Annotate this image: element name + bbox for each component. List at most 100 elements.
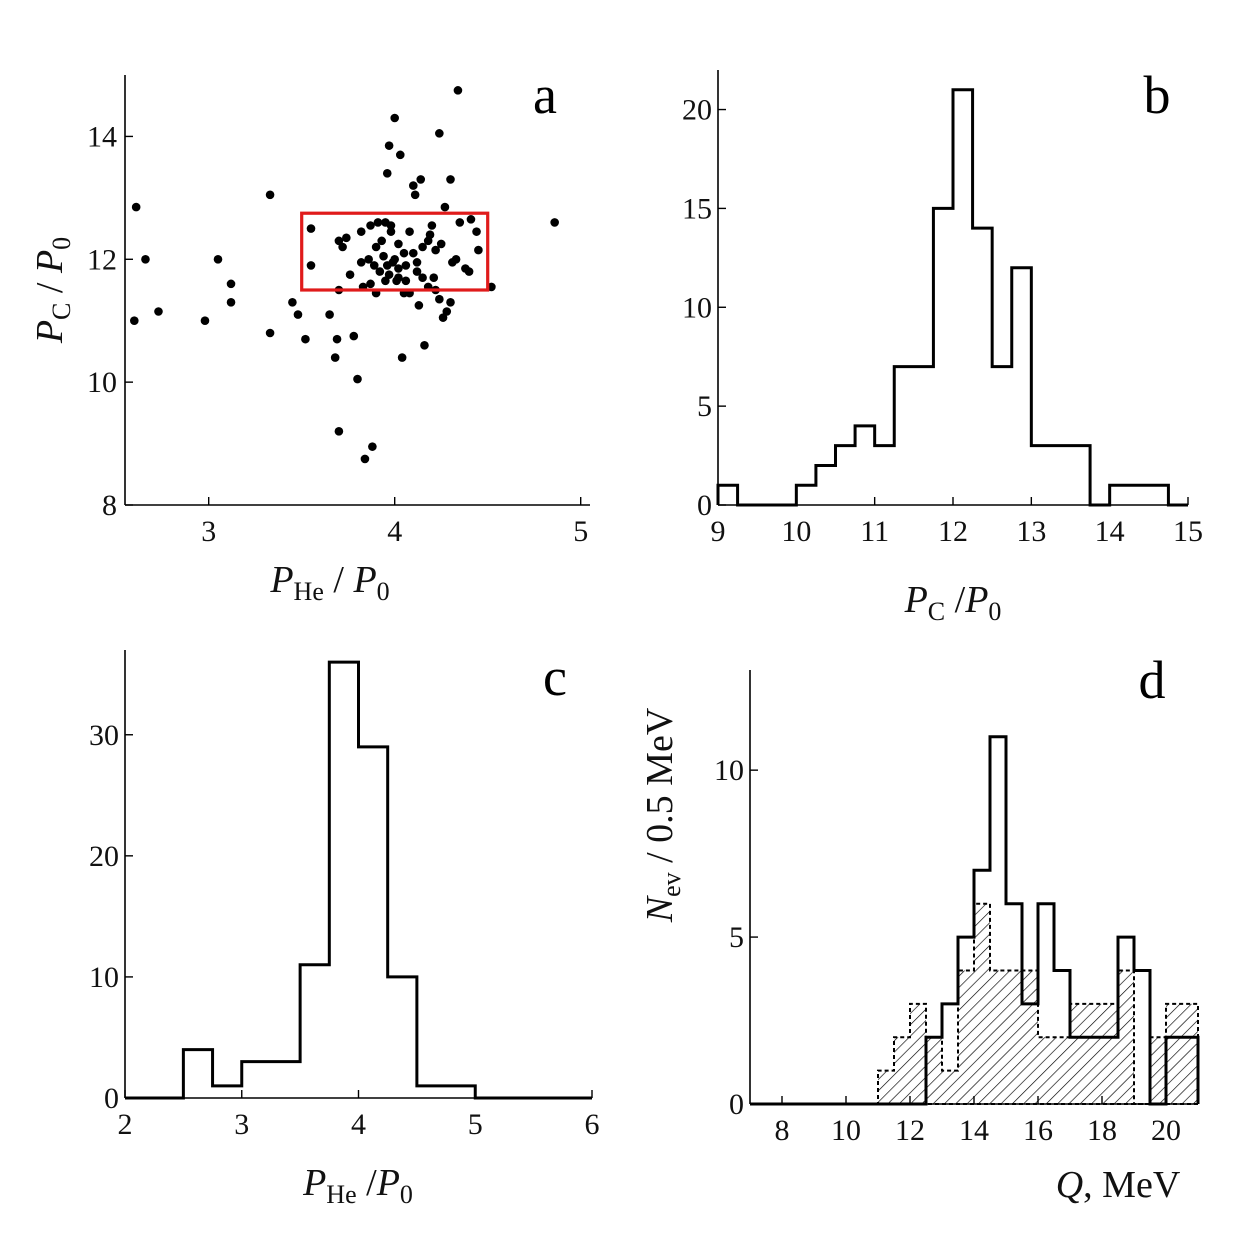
histogram-bin-c-7 — [329, 662, 358, 1098]
histogram-bin-b-20 — [1110, 485, 1130, 505]
histogram-outline-b — [716, 88, 1188, 507]
x-tick-label-b-2: 11 — [860, 515, 889, 548]
histogram-bin-d-12 — [942, 1004, 958, 1104]
histogram-bin-d-21 — [1086, 1037, 1102, 1104]
histogram-bin-d-11 — [926, 1037, 942, 1104]
data-point-a-2 — [141, 254, 150, 264]
data-point-a-33 — [371, 242, 381, 252]
data-point-a-69 — [429, 273, 439, 283]
data-point-a-7 — [226, 297, 236, 307]
y-tick-label-b-4: 20 — [682, 94, 712, 127]
data-point-a-20 — [334, 426, 344, 436]
histogram-bin-b-6 — [836, 446, 856, 505]
data-point-a-70 — [431, 245, 440, 255]
y-tick-label-a-0: 8 — [102, 489, 117, 522]
histogram-bin-b-18 — [1071, 446, 1091, 505]
data-point-a-52 — [397, 353, 407, 362]
y-tick-label-c-0: 0 — [104, 1082, 119, 1115]
data-point-a-55 — [401, 276, 411, 286]
data-point-a-29 — [366, 279, 375, 289]
y-tick-label-d-1: 5 — [729, 921, 744, 954]
x-axis-label-b: PC /P0 — [904, 579, 1002, 626]
data-point-a-17 — [332, 334, 342, 344]
x-tick-label-c-0: 2 — [118, 1108, 133, 1141]
data-point-a-3 — [154, 307, 163, 316]
x-tick-label-c-2: 4 — [351, 1108, 366, 1141]
data-point-a-59 — [410, 190, 420, 200]
x-tick-label-a-1: 4 — [387, 515, 402, 548]
x-tick-label-a-2: 5 — [573, 515, 588, 548]
data-point-a-92 — [342, 233, 351, 243]
data-point-a-65 — [420, 340, 429, 350]
data-point-a-36 — [377, 236, 386, 246]
y-axis-label-d: Nev / 0.5 MeV — [639, 707, 686, 923]
data-point-a-4 — [200, 316, 210, 326]
data-point-a-73 — [435, 129, 444, 138]
histogram-panel-d: 8 10 12 14 16 18 20 0 5 10 d Q, MeV Nev / 0.5 MeV — [639, 650, 1200, 1206]
x-tick-label-d-2: 12 — [895, 1114, 925, 1147]
histogram-bin-c-8 — [359, 747, 388, 1098]
histogram-bin-d-22 — [1102, 1037, 1118, 1104]
data-point-a-37 — [379, 251, 388, 261]
histogram-bin-d-13 — [958, 937, 974, 1104]
data-point-a-1 — [130, 316, 139, 326]
x-axis-label-a: PHe / P0 — [269, 559, 389, 606]
data-point-a-54 — [401, 261, 411, 270]
histogram-bin-c-5 — [271, 1062, 300, 1098]
data-point-a-27 — [360, 454, 370, 464]
data-point-a-63 — [416, 175, 426, 184]
panel-label-d: d — [1139, 650, 1166, 710]
x-tick-label-c-4: 6 — [585, 1108, 600, 1141]
histogram-bin-d-17 — [1022, 1004, 1038, 1104]
histogram-bin-b-11 — [933, 208, 953, 505]
data-point-a-50 — [394, 264, 403, 273]
data-point-a-58 — [409, 181, 418, 190]
y-tick-label-b-1: 5 — [697, 390, 712, 423]
x-tick-label-c-3: 5 — [468, 1108, 483, 1141]
x-tick-label-b-0: 9 — [711, 515, 726, 548]
histogram-bin-c-4 — [242, 1062, 271, 1098]
data-point-a-87 — [472, 227, 481, 236]
data-point-a-12 — [301, 334, 310, 344]
histogram-bin-c-10 — [417, 1086, 446, 1098]
histogram-bin-c-2 — [183, 1050, 212, 1098]
histogram-bin-b-13 — [973, 228, 993, 505]
histogram-bin-d-20 — [1070, 1037, 1086, 1104]
data-point-a-72 — [435, 294, 444, 304]
histogram-bin-c-6 — [300, 965, 329, 1098]
histogram-bin-b-4 — [796, 485, 816, 505]
data-point-a-31 — [368, 442, 377, 451]
data-point-a-24 — [356, 227, 366, 236]
data-point-a-96 — [386, 227, 396, 236]
data-point-a-11 — [293, 310, 303, 319]
x-tick-label-c-1: 3 — [234, 1108, 249, 1141]
histogram-bin-b-8 — [875, 446, 895, 505]
histogram-bin-d-19 — [1054, 970, 1070, 1104]
x-tick-label-b-3: 12 — [938, 515, 968, 548]
data-point-a-8 — [265, 190, 275, 200]
data-point-a-61 — [412, 267, 422, 276]
y-tick-label-d-0: 0 — [729, 1088, 744, 1121]
data-point-a-9 — [265, 328, 275, 338]
data-point-a-51 — [395, 150, 405, 160]
x-tick-label-d-4: 16 — [1023, 1114, 1053, 1147]
y-tick-label-a-1: 10 — [87, 366, 117, 399]
histogram-bin-c-3 — [213, 1086, 242, 1098]
data-point-a-19 — [338, 242, 347, 252]
histogram-outline-c — [125, 660, 592, 1100]
panel-label-a: a — [533, 65, 557, 125]
y-axis-label-a: PC / P0 — [29, 237, 76, 344]
data-point-a-86 — [466, 215, 476, 224]
data-point-a-62 — [414, 301, 424, 310]
x-tick-label-d-6: 20 — [1151, 1114, 1181, 1147]
y-tick-label-c-2: 20 — [89, 840, 119, 873]
data-point-a-25 — [356, 258, 366, 267]
x-tick-label-d-1: 10 — [831, 1114, 861, 1147]
y-tick-label-b-2: 10 — [682, 291, 712, 324]
data-point-a-34 — [373, 218, 383, 227]
x-axis-label-c: PHe /P0 — [302, 1162, 413, 1209]
data-point-a-46 — [390, 113, 400, 123]
x-tick-label-b-5: 14 — [1095, 515, 1125, 548]
data-point-a-85 — [464, 267, 474, 276]
histogram-bin-b-7 — [855, 426, 875, 505]
